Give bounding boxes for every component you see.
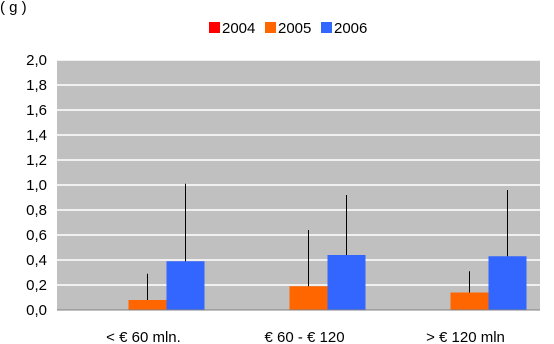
x-axis-categories: < € 60 mln. € 60 - € 120 > € 120 mln bbox=[106, 329, 505, 344]
y-tick-label: 1,4 bbox=[26, 127, 47, 144]
x-category-label: < € 60 mln. bbox=[106, 329, 181, 344]
bar-2006-1 bbox=[327, 255, 366, 310]
y-tick-label: 0,0 bbox=[26, 302, 47, 319]
y-tick-label: 0,8 bbox=[26, 202, 47, 219]
bar-2005-1 bbox=[289, 286, 328, 310]
error-bars bbox=[147, 183, 508, 300]
y-tick-label: 1,8 bbox=[26, 77, 47, 94]
bar-2006-0 bbox=[166, 261, 205, 310]
y-tick-label: 0,4 bbox=[26, 252, 47, 269]
gridlines bbox=[57, 59, 540, 286]
bar-2006-2 bbox=[488, 256, 527, 310]
y-tick-label: 0,2 bbox=[26, 277, 47, 294]
chart-title-fragment: ( g ) bbox=[0, 0, 27, 16]
bar-2005-0 bbox=[128, 300, 167, 310]
legend-label-2004: 2004 bbox=[222, 20, 255, 37]
y-tick-label: 1,0 bbox=[26, 177, 47, 194]
x-category-label: € 60 - € 120 bbox=[264, 329, 344, 344]
bars bbox=[128, 255, 527, 310]
y-axis-ticks: 0,0 0,2 0,4 0,6 0,8 1,0 1,2 1,4 1,6 1,8 2,0 bbox=[26, 52, 47, 319]
legend-label-2005: 2005 bbox=[278, 20, 311, 37]
bar-2005-2 bbox=[450, 292, 489, 310]
y-tick-label: 0,6 bbox=[26, 227, 47, 244]
y-tick-label: 2,0 bbox=[26, 52, 47, 69]
legend-swatch-2005 bbox=[265, 22, 276, 33]
legend: 2004 2005 2006 bbox=[209, 20, 367, 37]
legend-label-2006: 2006 bbox=[334, 20, 367, 37]
legend-swatch-2006 bbox=[321, 22, 332, 33]
y-tick-label: 1,6 bbox=[26, 102, 47, 119]
y-tick-label: 1,2 bbox=[26, 152, 47, 169]
x-category-label: > € 120 mln bbox=[426, 329, 505, 344]
legend-swatch-2004 bbox=[209, 22, 220, 33]
